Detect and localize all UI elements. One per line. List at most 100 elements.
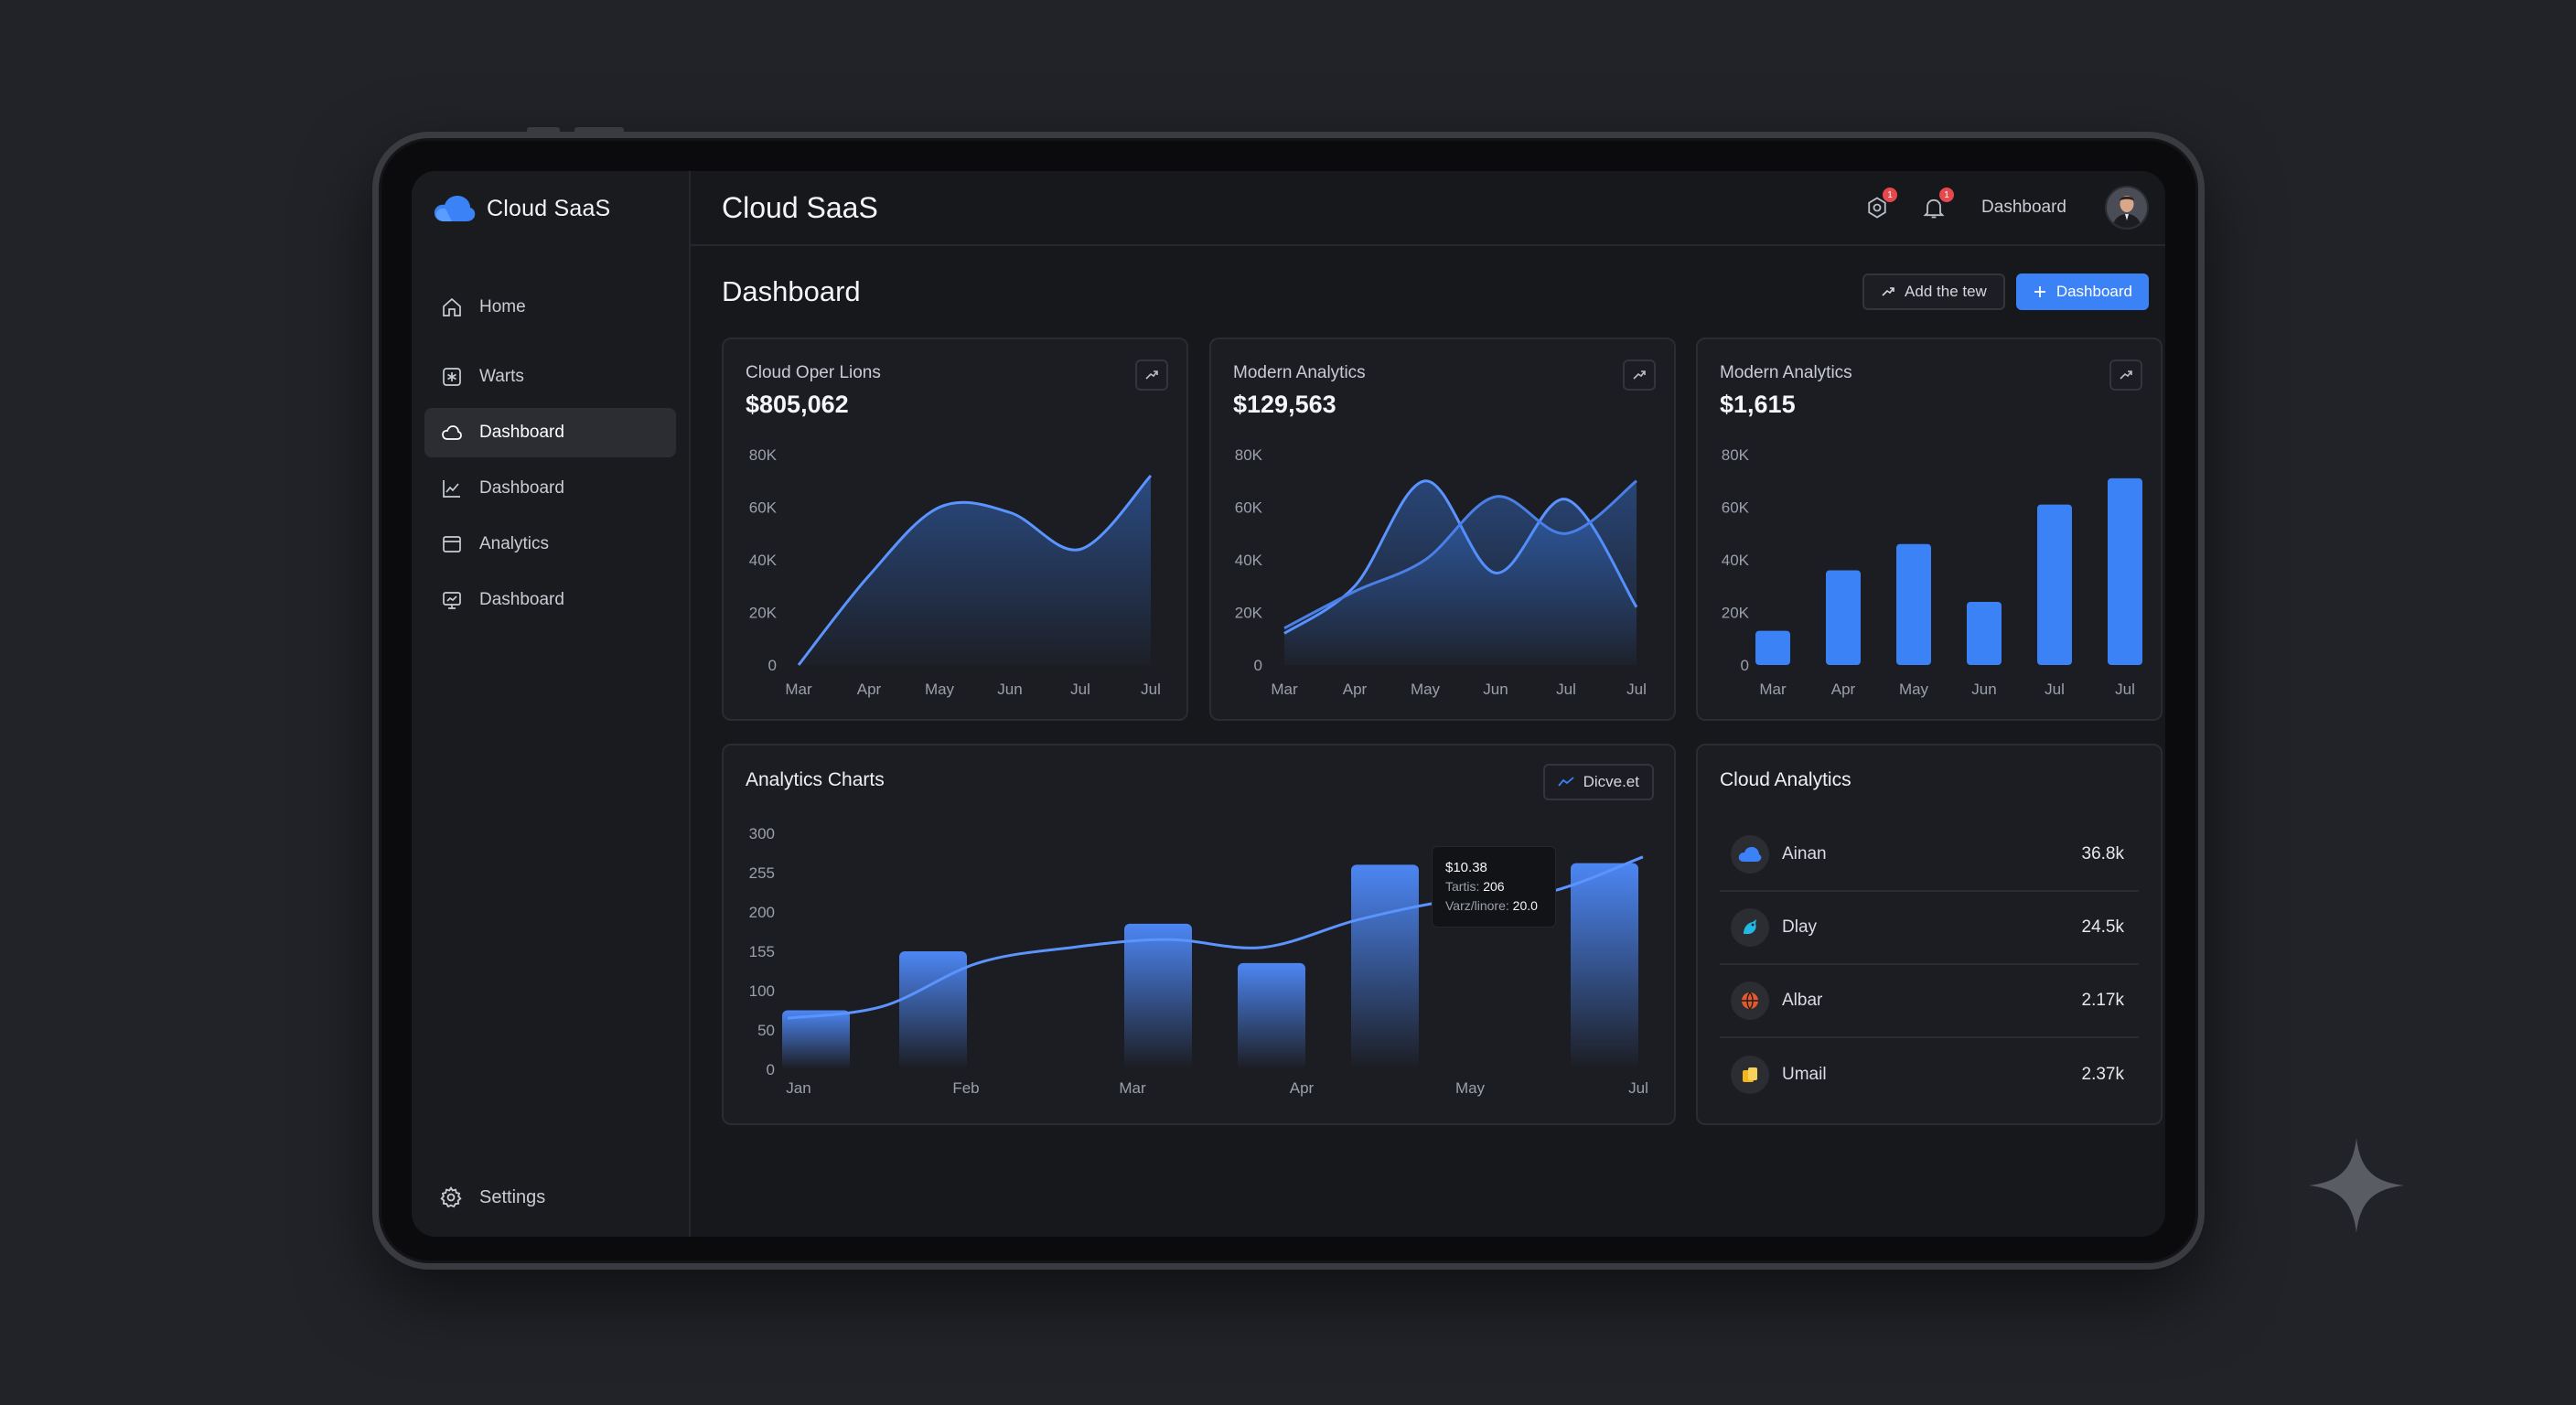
series-line <box>797 474 1153 666</box>
user-avatar-icon <box>2107 188 2147 228</box>
x-tick-label: May <box>925 681 955 698</box>
area-chart: 80K 60K 40K 20K 0 Mar Apr May Jun Jul Jul <box>749 446 1161 698</box>
notifications-button[interactable]: 1 <box>1917 188 1955 224</box>
x-tick-label: Jul <box>1141 681 1161 698</box>
tooltip-line: Tartis: 206 <box>1445 877 1542 896</box>
trend-up-icon <box>1145 370 1158 380</box>
dashboard-button[interactable]: Dashboard <box>2015 273 2149 310</box>
add-button[interactable]: Add the tew <box>1862 273 2005 310</box>
list-item[interactable]: Ainan 36.8k <box>1720 819 2139 892</box>
x-tick-label: Mar <box>785 681 812 698</box>
y-tick-label: 0 <box>768 657 777 674</box>
x-tick-label: Jul <box>2115 681 2135 698</box>
x-tick-label: Mar <box>1759 681 1787 698</box>
list-item-value: 36.8k <box>2081 844 2124 863</box>
tooltip-label: Tartis: <box>1445 879 1480 894</box>
list-item-name: Albar <box>1782 991 1823 1010</box>
analytics-chart-card: Analytics Charts Dicve.et 300 255 200 155 10… <box>722 744 1676 1125</box>
card-title: Cloud Oper Lions <box>746 363 881 382</box>
list-item-name: Ainan <box>1782 844 1827 863</box>
sidebar-item-dashboard-charts[interactable]: Dashboard <box>424 464 676 513</box>
trend-up-icon <box>1882 287 1894 296</box>
sidebar-item-warts[interactable]: Warts <box>424 352 676 402</box>
chart-tooltip: $10.38 Tartis: 206 Varz/linore: 20.0 <box>1432 846 1556 928</box>
x-tick-label: Jun <box>1971 681 1996 698</box>
x-tick-label: Mar <box>1119 1079 1146 1097</box>
y-tick-label: 40K <box>1235 552 1263 569</box>
sidebar-item-label: Warts <box>479 367 524 386</box>
y-tick-label: 80K <box>1235 446 1263 464</box>
list-item[interactable]: Albar 2.17k <box>1720 965 2139 1038</box>
x-tick-label: Jul <box>1556 681 1576 698</box>
app-screen: Cloud SaaS Home Warts Dashboard Dashboa <box>412 171 2165 1237</box>
tooltip-line: Varz/linore: 20.0 <box>1445 896 1542 916</box>
sidebar: Cloud SaaS Home Warts Dashboard Dashboa <box>412 171 691 1237</box>
x-tick-label: Jun <box>1483 681 1508 698</box>
avatar[interactable] <box>2105 186 2149 230</box>
y-tick-label: 50 <box>757 1022 775 1039</box>
tooltip-line-value: 206 <box>1483 879 1505 894</box>
y-tick-label: 255 <box>749 864 775 882</box>
bar-chart: 80K 60K 40K 20K 0 Mar Apr May Jun Jul Jul <box>1722 446 2142 698</box>
sidebar-item-analytics[interactable]: Analytics <box>424 520 676 569</box>
x-tick-label: May <box>1899 681 1929 698</box>
y-tick-label: 60K <box>1722 499 1750 517</box>
y-tick-label: 40K <box>1722 552 1750 569</box>
list-item[interactable]: Dlay 24.5k <box>1720 892 2139 965</box>
cloud-logo-icon <box>1731 835 1769 874</box>
y-tick-label: 40K <box>749 552 778 569</box>
settings-button[interactable]: 1 <box>1861 188 1898 224</box>
brand-name: Cloud SaaS <box>487 195 611 221</box>
topbar-dashboard-link[interactable]: Dashboard <box>1981 198 2066 217</box>
y-tick-label: 100 <box>749 982 775 1000</box>
y-tick-label: 300 <box>749 825 775 842</box>
bar <box>1571 863 1638 1069</box>
x-tick-label: Apr <box>1290 1079 1315 1097</box>
card-value: $129,563 <box>1233 391 1336 418</box>
list-item[interactable]: Umail 2.37k <box>1720 1038 2139 1111</box>
series-area <box>799 476 1151 665</box>
bar <box>2037 504 2072 665</box>
y-tick-label: 80K <box>749 446 778 464</box>
card-trend-button[interactable] <box>1135 359 1168 391</box>
x-tick-label: Jul <box>2045 681 2065 698</box>
y-tick-label: 20K <box>1235 605 1263 622</box>
bar <box>782 1010 850 1069</box>
list-item-name: Dlay <box>1782 917 1818 937</box>
card-trend-button[interactable] <box>2109 359 2142 391</box>
sidebar-nav: Home Warts Dashboard Dashboard Analytics <box>412 283 689 625</box>
sidebar-item-dashboard-active[interactable]: Dashboard <box>424 408 676 457</box>
tooltip-value: $10.38 <box>1445 860 1487 875</box>
sparkle-icon <box>2309 1138 2404 1233</box>
sidebar-item-label: Home <box>479 297 526 316</box>
bell-icon <box>1923 198 1945 219</box>
card-title: Cloud Analytics <box>1720 769 1852 790</box>
brand[interactable]: Cloud SaaS <box>412 171 689 246</box>
trend-up-icon <box>2120 370 2132 380</box>
settings-badge: 1 <box>1883 188 1898 202</box>
x-tick-label: Apr <box>857 681 882 698</box>
browser-window-icon <box>443 536 461 552</box>
sidebar-item-label: Dashboard <box>479 590 564 609</box>
card-title: Modern Analytics <box>1233 363 1366 382</box>
bar <box>1238 962 1305 1069</box>
sidebar-item-settings[interactable]: Settings <box>439 1185 545 1209</box>
service-list: Ainan 36.8k Dlay 24.5k Alb <box>1720 819 2139 1111</box>
chart-filter-chip[interactable]: Dicve.et <box>1542 764 1654 800</box>
bar <box>1124 923 1192 1069</box>
chip-label: Dicve.et <box>1583 773 1639 790</box>
sidebar-item-dashboard-monitor[interactable]: Dashboard <box>424 575 676 625</box>
card-title: Modern Analytics <box>1720 363 1852 382</box>
sidebar-item-home[interactable]: Home <box>424 283 676 332</box>
add-button-label: Add the tew <box>1905 283 1987 300</box>
list-item-name: Umail <box>1782 1065 1827 1084</box>
y-tick-label: 155 <box>749 943 775 960</box>
card-title: Analytics Charts <box>746 769 885 790</box>
x-tick-label: May <box>1411 681 1441 698</box>
settings-label: Settings <box>479 1186 546 1207</box>
card-value: $1,615 <box>1720 391 1796 418</box>
card-trend-button[interactable] <box>1623 359 1656 391</box>
notifications-badge: 1 <box>1939 188 1955 202</box>
tablet-button <box>527 127 560 133</box>
page-header: Dashboard Add the tew Dashboard <box>691 246 2165 317</box>
